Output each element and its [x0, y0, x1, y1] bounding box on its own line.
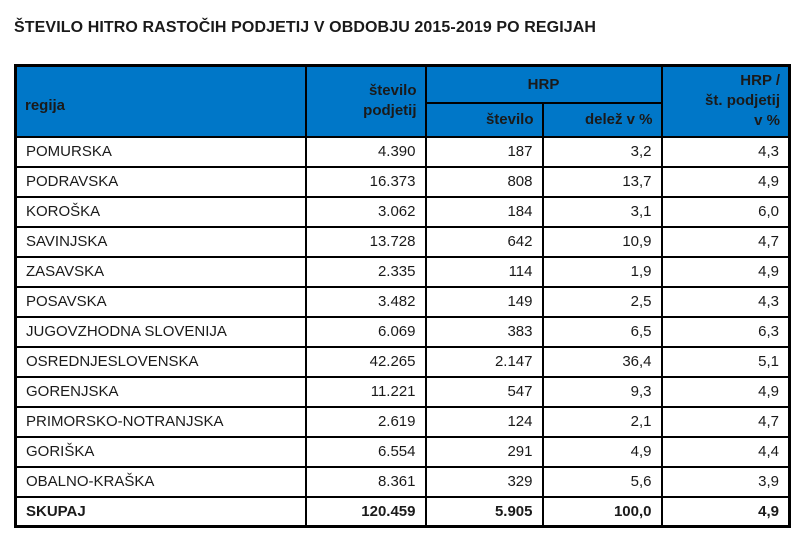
- hrp-stevilo-cell: 187: [424, 135, 544, 168]
- page-title: ŠTEVILO HITRO RASTOČIH PODJETIJ V OBDOBJ…: [14, 19, 597, 36]
- hrp-delez-cell: 3,1: [541, 195, 663, 228]
- region-cell: SAVINJSKA: [14, 225, 307, 258]
- header-hrp-ratio-line3: v %: [754, 112, 781, 130]
- ratio-cell: 4,9: [660, 495, 791, 528]
- hrp-delez-cell: 5,6: [541, 465, 663, 498]
- podjetij-cell: 42.265: [304, 345, 427, 378]
- region-cell: PRIMORSKO-NOTRANJSKA: [14, 405, 307, 438]
- table-row: PODRAVSKA 16.373 808 13,7 4,9: [14, 165, 791, 198]
- podjetij-cell: 2.619: [304, 405, 427, 438]
- header-hrp-ratio-line2: št. podjetij: [705, 92, 781, 110]
- ratio-cell: 4,9: [660, 255, 791, 288]
- table-row: ZASAVSKA 2.335 114 1,9 4,9: [14, 255, 791, 288]
- region-cell: GORENJSKA: [14, 375, 307, 408]
- ratio-cell: 6,3: [660, 315, 791, 348]
- table-row: SAVINJSKA 13.728 642 10,9 4,7: [14, 225, 791, 258]
- regions-table: regija število podjetij HRP HRP / št. po…: [14, 64, 792, 528]
- table-row: POSAVSKA 3.482 149 2,5 4,3: [14, 285, 791, 318]
- hrp-stevilo-cell: 184: [424, 195, 544, 228]
- ratio-cell: 4,9: [660, 165, 791, 198]
- header-stevilo-podjetij-line1: število: [368, 82, 417, 99]
- podjetij-cell: 3.062: [304, 195, 427, 228]
- region-cell: POSAVSKA: [14, 285, 307, 318]
- ratio-cell: 4,9: [660, 375, 791, 408]
- region-cell: KOROŠKA: [14, 195, 307, 228]
- podjetij-cell: 3.482: [304, 285, 427, 318]
- hrp-delez-cell: 9,3: [541, 375, 663, 408]
- podjetij-cell: 2.335: [304, 255, 427, 288]
- hrp-delez-cell: 2,1: [541, 405, 663, 438]
- region-cell: SKUPAJ: [14, 495, 307, 528]
- document-page: ŠTEVILO HITRO RASTOČIH PODJETIJ V OBDOBJ…: [14, 19, 792, 528]
- table-row: GORIŠKA 6.554 291 4,9 4,4: [14, 435, 791, 468]
- hrp-stevilo-cell: 329: [424, 465, 544, 498]
- hrp-stevilo-cell: 5.905: [424, 495, 544, 528]
- region-cell: PODRAVSKA: [14, 165, 307, 198]
- hrp-stevilo-cell: 114: [424, 255, 544, 288]
- region-cell: GORIŠKA: [14, 435, 307, 468]
- region-cell: JUGOVZHODNA SLOVENIJA: [14, 315, 307, 348]
- hrp-stevilo-cell: 149: [424, 285, 544, 318]
- ratio-cell: 5,1: [660, 345, 791, 378]
- hrp-delez-cell: 3,2: [541, 135, 663, 168]
- podjetij-cell: 11.221: [304, 375, 427, 408]
- ratio-cell: 4,7: [660, 225, 791, 258]
- ratio-cell: 3,9: [660, 465, 791, 498]
- hrp-delez-cell: 6,5: [541, 315, 663, 348]
- hrp-delez-cell: 2,5: [541, 285, 663, 318]
- hrp-stevilo-cell: 808: [424, 165, 544, 198]
- region-cell: OBALNO-KRAŠKA: [14, 465, 307, 498]
- hrp-delez-cell: 100,0: [541, 495, 663, 528]
- header-hrp-ratio-line1: HRP /: [740, 71, 781, 89]
- table-row: KOROŠKA 3.062 184 3,1 6,0: [14, 195, 791, 228]
- table-body: POMURSKA 4.390 187 3,2 4,3 PODRAVSKA 16.…: [14, 135, 791, 528]
- table-row: GORENJSKA 11.221 547 9,3 4,9: [14, 375, 791, 408]
- podjetij-cell: 13.728: [304, 225, 427, 258]
- hrp-delez-cell: 10,9: [541, 225, 663, 258]
- ratio-cell: 4,3: [660, 135, 791, 168]
- podjetij-cell: 6.069: [304, 315, 427, 348]
- table-row: JUGOVZHODNA SLOVENIJA 6.069 383 6,5 6,3: [14, 315, 791, 348]
- table-row: PRIMORSKO-NOTRANJSKA 2.619 124 2,1 4,7: [14, 405, 791, 438]
- header-stevilo-podjetij-line2: podjetij: [363, 102, 417, 120]
- hrp-delez-cell: 36,4: [541, 345, 663, 378]
- hrp-delez-cell: 4,9: [541, 435, 663, 468]
- hrp-stevilo-cell: 2.147: [424, 345, 544, 378]
- ratio-cell: 4,4: [660, 435, 791, 468]
- table-row: OSREDNJESLOVENSKA 42.265 2.147 36,4 5,1: [14, 345, 791, 378]
- podjetij-cell: 16.373: [304, 165, 427, 198]
- podjetij-cell: 4.390: [304, 135, 427, 168]
- hrp-stevilo-cell: 383: [424, 315, 544, 348]
- header-hrp-delez: delež v %: [541, 101, 663, 138]
- header-regija: regija: [14, 64, 307, 138]
- podjetij-cell: 6.554: [304, 435, 427, 468]
- hrp-stevilo-cell: 642: [424, 225, 544, 258]
- table-total-row: SKUPAJ 120.459 5.905 100,0 4,9: [14, 495, 791, 528]
- hrp-stevilo-cell: 291: [424, 435, 544, 468]
- header-hrp: HRP: [424, 64, 663, 104]
- header-stevilo-podjetij: število podjetij: [304, 64, 427, 138]
- ratio-cell: 4,7: [660, 405, 791, 438]
- header-hrp-stevilo: število: [424, 101, 544, 138]
- hrp-delez-cell: 1,9: [541, 255, 663, 288]
- header-hrp-ratio: HRP / št. podjetij v %: [660, 64, 791, 138]
- ratio-cell: 4,3: [660, 285, 791, 318]
- table-header: regija število podjetij HRP HRP / št. po…: [14, 64, 791, 138]
- region-cell: ZASAVSKA: [14, 255, 307, 288]
- region-cell: OSREDNJESLOVENSKA: [14, 345, 307, 378]
- table-row: POMURSKA 4.390 187 3,2 4,3: [14, 135, 791, 168]
- header-row-main: regija število podjetij HRP HRP / št. po…: [14, 64, 791, 138]
- podjetij-cell: 8.361: [304, 465, 427, 498]
- header-row-sub: število delež v %: [16, 101, 790, 138]
- hrp-stevilo-cell: 547: [424, 375, 544, 408]
- hrp-delez-cell: 13,7: [541, 165, 663, 198]
- hrp-stevilo-cell: 124: [424, 405, 544, 438]
- table-row: OBALNO-KRAŠKA 8.361 329 5,6 3,9: [14, 465, 791, 498]
- region-cell: POMURSKA: [14, 135, 307, 168]
- podjetij-cell: 120.459: [304, 495, 427, 528]
- ratio-cell: 6,0: [660, 195, 791, 228]
